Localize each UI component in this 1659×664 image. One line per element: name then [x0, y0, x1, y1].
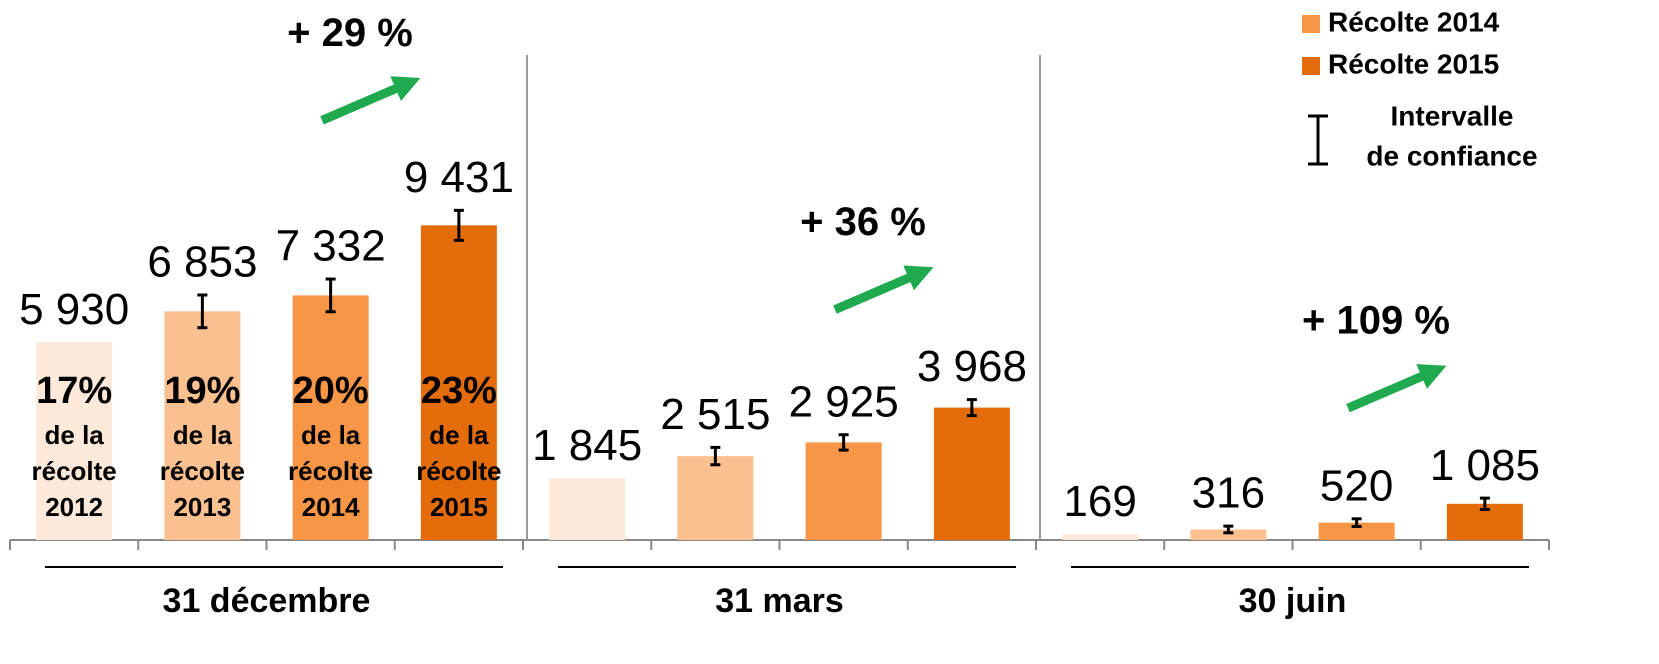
legend-label: Récolte 2014	[1328, 6, 1500, 37]
bar	[933, 407, 1010, 540]
value-label: 520	[1320, 461, 1393, 510]
growth-label: + 36 %	[800, 200, 926, 244]
legend-label: Récolte 2015	[1328, 48, 1499, 79]
group-label: 31 mars	[715, 582, 844, 620]
bar	[36, 342, 113, 540]
bar	[549, 478, 626, 540]
bar	[805, 442, 882, 540]
share-note: récolte	[416, 456, 501, 486]
bar	[420, 225, 497, 541]
value-label: 316	[1192, 469, 1265, 518]
share-note: de la	[301, 420, 361, 450]
share-label: 20%	[293, 370, 369, 412]
share-note: 2013	[173, 492, 231, 522]
bar	[164, 311, 241, 540]
legend-swatch	[1302, 57, 1320, 75]
value-label: 6 853	[147, 238, 257, 287]
growth-arrow	[833, 265, 934, 314]
growth-label: + 29 %	[287, 11, 413, 55]
value-label: 5 930	[19, 285, 129, 334]
growth-arrow	[320, 76, 421, 125]
value-label: 169	[1063, 477, 1136, 526]
bar	[1062, 534, 1139, 540]
share-note: 2012	[45, 492, 103, 522]
share-note: récolte	[288, 456, 373, 486]
value-label: 1 845	[532, 421, 642, 470]
growth-label: + 109 %	[1302, 299, 1450, 343]
group-label: 31 décembre	[163, 582, 371, 620]
share-note: de la	[173, 420, 233, 450]
bar	[1318, 522, 1395, 540]
legend-label: Intervalle	[1391, 100, 1514, 131]
value-label: 2 925	[789, 377, 899, 426]
growth-arrow	[1346, 364, 1447, 413]
share-note: 2014	[302, 492, 360, 522]
value-label: 3 968	[917, 342, 1027, 391]
share-note: récolte	[31, 456, 116, 486]
value-label: 9 431	[404, 153, 514, 202]
bar	[1190, 529, 1267, 540]
legend-swatch	[1302, 15, 1320, 33]
bar	[292, 295, 369, 540]
value-label: 7 332	[276, 222, 386, 271]
value-label: 2 515	[660, 390, 770, 439]
share-note: de la	[45, 420, 105, 450]
legend-label: de confiance	[1366, 140, 1537, 171]
share-note: de la	[429, 420, 489, 450]
share-label: 19%	[164, 370, 240, 412]
group-label: 30 juin	[1239, 582, 1347, 620]
value-label: 1 085	[1430, 441, 1540, 490]
share-note: récolte	[160, 456, 245, 486]
bar	[677, 456, 754, 540]
share-note: 2015	[430, 492, 488, 522]
share-label: 17%	[36, 370, 112, 412]
share-label: 23%	[421, 370, 497, 412]
